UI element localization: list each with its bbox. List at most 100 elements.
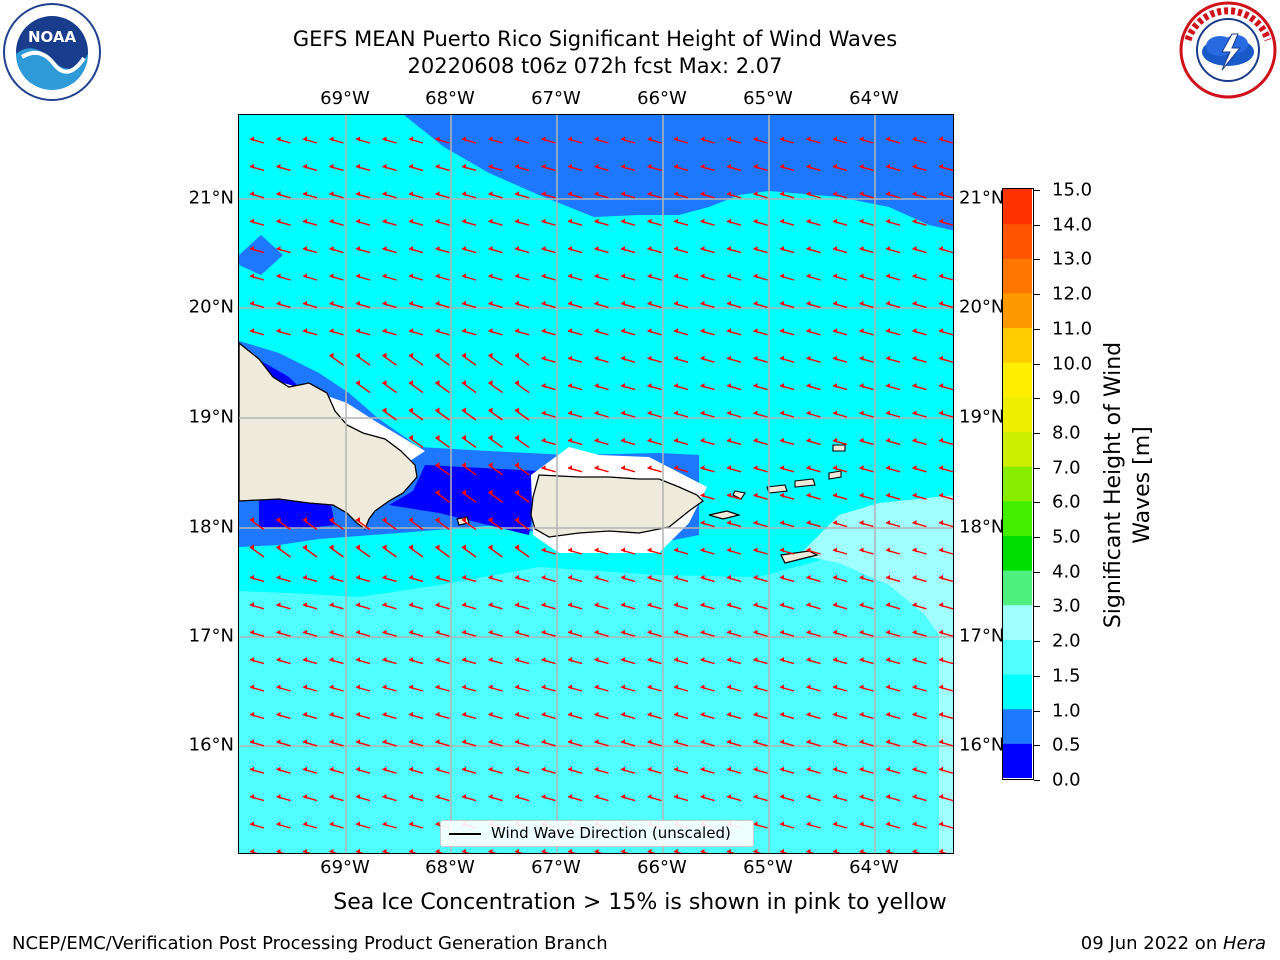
wave-direction-arrow (302, 739, 318, 747)
colorbar-tick-label: 4.0 (1052, 561, 1081, 583)
wave-direction-arrow (806, 300, 821, 309)
map-legend: Wind Wave Direction (unscaled) (440, 820, 754, 847)
wave-direction-arrow (938, 136, 953, 144)
wave-direction-arrow (726, 410, 742, 418)
wave-direction-arrow (806, 465, 821, 473)
colorbar-tick-label: 15.0 (1052, 179, 1093, 201)
wave-direction-arrow (355, 218, 371, 226)
wave-direction-arrow (885, 300, 901, 309)
wave-direction-arrow (885, 136, 901, 144)
wave-direction-arrow (408, 629, 424, 637)
lat-label-left: 16°N (188, 734, 234, 756)
wave-direction-arrow (408, 380, 424, 394)
wave-direction-arrow (276, 574, 291, 583)
lon-label-top: 68°W (425, 88, 475, 109)
wave-direction-arrow (620, 711, 636, 720)
wave-direction-arrow (408, 434, 424, 448)
wave-direction-arrow (276, 602, 291, 610)
wave-direction-arrow (514, 300, 530, 309)
wave-direction-arrow (647, 766, 662, 774)
wave-direction-arrow (647, 163, 662, 172)
wave-direction-arrow (567, 848, 577, 853)
wave-direction-arrow (726, 218, 742, 226)
wave-direction-arrow (885, 191, 901, 199)
lon-label-top: 67°W (531, 88, 581, 109)
colorbar-segment (1003, 466, 1032, 502)
wave-direction-arrow (912, 848, 921, 853)
wave-direction-arrow (382, 684, 397, 692)
wave-direction-arrow (541, 684, 556, 692)
wave-direction-arrow (514, 544, 530, 558)
wave-direction-arrow (779, 246, 795, 254)
wave-direction-arrow (779, 355, 795, 363)
wave-direction-arrow (673, 273, 689, 281)
colorbar-tick-mark (1034, 502, 1040, 504)
wave-direction-arrow (541, 547, 556, 555)
colorbar-segment (1003, 362, 1032, 398)
wave-direction-arrow (885, 602, 901, 610)
wave-direction-arrow (382, 602, 397, 610)
wave-direction-arrow (249, 136, 265, 144)
wave-direction-arrow (514, 517, 530, 531)
wave-direction-arrow (594, 629, 609, 637)
wave-direction-arrow (832, 602, 848, 610)
wave-direction-arrow (435, 218, 450, 226)
wave-direction-arrow (435, 380, 450, 394)
wave-direction-arrow (912, 246, 927, 254)
wave-direction-arrow (594, 273, 609, 281)
wave-direction-arrow (938, 437, 953, 446)
wave-direction-arrow (249, 218, 265, 226)
wave-direction-arrow (832, 574, 848, 583)
colorbar-tick-label: 6.0 (1052, 491, 1081, 513)
wave-direction-arrow (249, 246, 265, 254)
wave-direction-arrow (488, 136, 503, 144)
wave-direction-arrow (488, 711, 503, 720)
wave-direction-arrow (859, 684, 874, 692)
wave-direction-arrow (832, 711, 848, 720)
wave-direction-arrow (620, 739, 636, 747)
wave-direction-arrow (859, 657, 874, 665)
wave-direction-arrow (832, 821, 848, 829)
wave-direction-arrow (726, 300, 742, 309)
wave-direction-arrow (514, 684, 530, 692)
wave-direction-arrow (885, 410, 901, 418)
wave-direction-arrow (567, 547, 583, 555)
wave-direction-arrow (408, 821, 424, 829)
wave-direction-arrow (859, 547, 874, 555)
wave-direction-arrow (567, 163, 583, 172)
wave-direction-arrow (567, 629, 583, 637)
wave-direction-arrow (726, 794, 742, 802)
wave-direction-arrow (514, 766, 530, 774)
wave-direction-arrow (938, 547, 953, 555)
wave-direction-arrow (435, 602, 450, 610)
wave-direction-arrow (885, 739, 901, 747)
wave-direction-arrow (885, 520, 901, 528)
wave-direction-arrow (382, 517, 397, 531)
wave-direction-arrow (276, 136, 291, 144)
wave-direction-arrow (488, 517, 503, 531)
wave-direction-arrow (594, 437, 609, 446)
wave-direction-arrow (567, 465, 583, 473)
wave-direction-arrow (806, 218, 821, 226)
wave-direction-arrow (382, 574, 397, 583)
wave-direction-arrow (938, 574, 953, 583)
lat-label-left: 21°N (188, 187, 234, 209)
wave-direction-arrow (912, 657, 927, 665)
colorbar-tick-label: 1.0 (1052, 700, 1081, 722)
wave-direction-arrow (594, 191, 609, 199)
wave-direction-arrow (435, 794, 450, 802)
wave-direction-arrow (726, 383, 742, 391)
wave-direction-arrow (620, 629, 636, 637)
wave-direction-arrow (276, 544, 291, 558)
wave-direction-arrow (249, 766, 265, 774)
wave-direction-arrow (912, 794, 927, 802)
wave-direction-arrow (938, 766, 953, 774)
wave-direction-arrow (567, 383, 583, 391)
wave-direction-arrow (912, 465, 927, 473)
wave-direction-arrow (779, 821, 795, 829)
colorbar-tick-label: 13.0 (1052, 248, 1093, 270)
wave-direction-arrow (647, 465, 662, 473)
wave-direction-arrow (329, 629, 344, 637)
wave-direction-arrow (700, 848, 709, 853)
wave-direction-arrow (408, 848, 418, 853)
